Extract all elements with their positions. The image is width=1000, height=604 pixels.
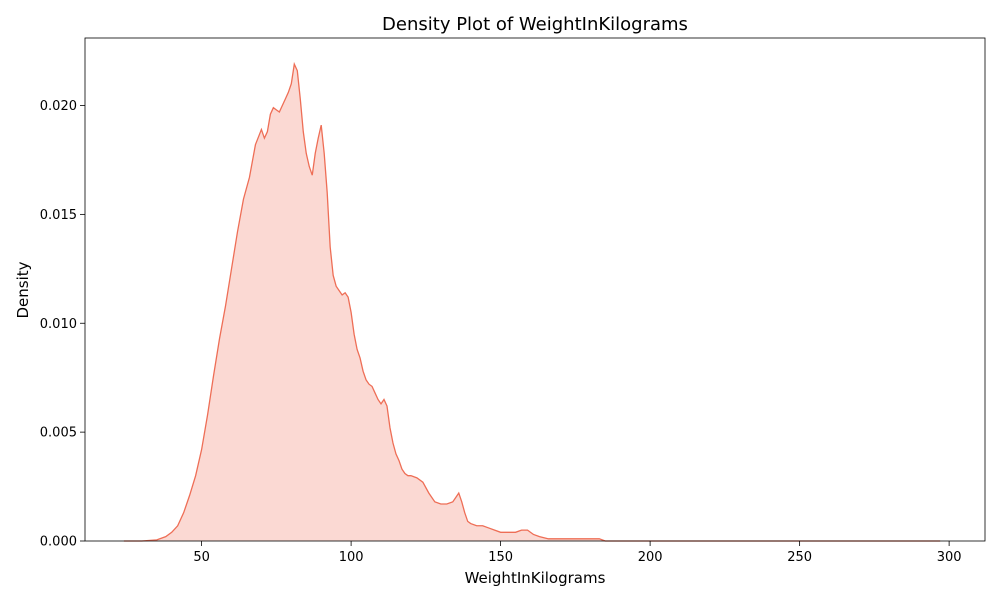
density-line	[123, 61, 941, 542]
density-area-fill	[123, 64, 941, 541]
x-tick-label: 150	[488, 550, 513, 565]
y-tick-label: 0.000	[40, 535, 77, 550]
y-axis-label: Density	[14, 261, 32, 318]
y-tick-label: 0.020	[40, 99, 77, 114]
plot-frame	[84, 37, 986, 542]
chart-title: Density Plot of WeightInKilograms	[382, 14, 688, 35]
x-tick-label: 100	[339, 550, 364, 565]
x-tick-label: 50	[193, 550, 210, 565]
x-tick-label: 200	[638, 550, 663, 565]
y-axis-ticks: 0.000 0.005 0.010 0.015 0.020	[40, 99, 85, 550]
x-axis-label: WeightInKilograms	[465, 569, 606, 587]
x-tick-label: 250	[787, 550, 812, 565]
y-tick-label: 0.010	[40, 317, 77, 332]
y-tick-label: 0.015	[40, 208, 77, 223]
y-tick-label: 0.005	[40, 426, 77, 441]
x-tick-label: 300	[937, 550, 962, 565]
plot-area	[123, 61, 941, 542]
x-axis-ticks: 50 100 150 200 250 300	[193, 541, 962, 565]
